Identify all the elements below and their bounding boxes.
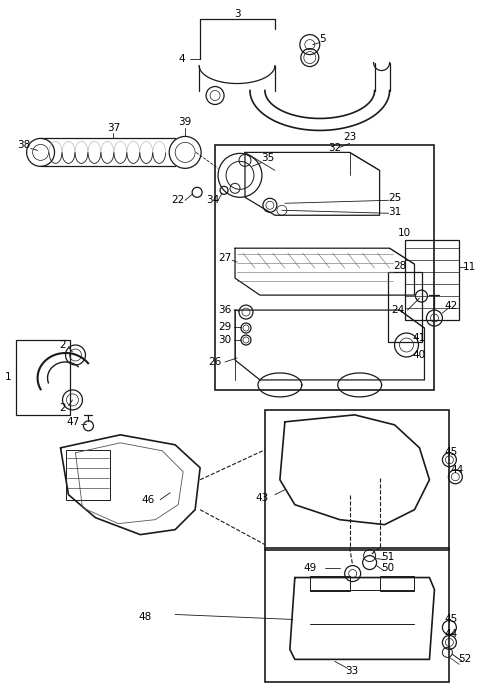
Text: 26: 26 bbox=[208, 357, 222, 367]
Bar bbox=[265, 410, 449, 549]
Text: 52: 52 bbox=[458, 655, 471, 664]
Bar bbox=[387, 272, 422, 342]
Text: 5: 5 bbox=[320, 34, 326, 43]
Text: 34: 34 bbox=[206, 195, 220, 205]
Text: 51: 51 bbox=[381, 551, 394, 562]
Bar bbox=[265, 548, 449, 683]
Text: 43: 43 bbox=[255, 493, 269, 503]
Text: 24: 24 bbox=[391, 305, 404, 315]
Text: 47: 47 bbox=[67, 417, 80, 427]
Text: 22: 22 bbox=[171, 195, 185, 205]
Text: 40: 40 bbox=[413, 350, 426, 360]
Text: 28: 28 bbox=[393, 261, 406, 271]
Text: 27: 27 bbox=[218, 253, 232, 263]
Text: 29: 29 bbox=[218, 322, 232, 332]
Text: 38: 38 bbox=[17, 140, 30, 150]
Text: 2: 2 bbox=[59, 403, 66, 413]
Text: 48: 48 bbox=[139, 612, 152, 623]
Text: 4: 4 bbox=[179, 54, 185, 64]
Text: 37: 37 bbox=[107, 124, 120, 133]
Text: 41: 41 bbox=[413, 333, 426, 343]
Bar bbox=[380, 576, 415, 591]
Text: 1: 1 bbox=[4, 372, 11, 382]
Bar bbox=[405, 240, 459, 320]
Text: 45: 45 bbox=[445, 447, 458, 456]
Text: 42: 42 bbox=[445, 301, 458, 311]
Bar bbox=[310, 576, 350, 591]
Text: 25: 25 bbox=[388, 193, 401, 203]
Text: 45: 45 bbox=[445, 614, 458, 625]
Text: 3: 3 bbox=[234, 8, 240, 19]
Text: 35: 35 bbox=[261, 154, 275, 163]
Bar bbox=[65, 450, 110, 500]
Text: 31: 31 bbox=[388, 207, 401, 217]
Text: 30: 30 bbox=[218, 335, 232, 345]
Text: 44: 44 bbox=[445, 630, 458, 639]
Text: 39: 39 bbox=[179, 117, 192, 128]
Text: 10: 10 bbox=[398, 228, 411, 238]
Bar bbox=[16, 340, 71, 415]
Text: 44: 44 bbox=[451, 465, 464, 475]
Text: 11: 11 bbox=[463, 262, 476, 272]
Text: 46: 46 bbox=[142, 495, 155, 505]
Text: 50: 50 bbox=[381, 563, 394, 572]
Text: 32: 32 bbox=[328, 143, 341, 154]
Text: 2: 2 bbox=[59, 340, 66, 350]
Text: 49: 49 bbox=[303, 563, 316, 572]
Text: 33: 33 bbox=[345, 667, 358, 676]
Text: 23: 23 bbox=[343, 133, 356, 142]
Text: 36: 36 bbox=[218, 305, 232, 315]
Bar bbox=[215, 145, 434, 390]
